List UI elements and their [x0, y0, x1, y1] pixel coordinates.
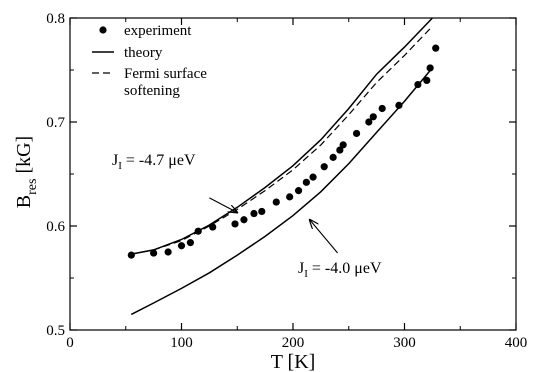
experiment-point: [164, 248, 172, 256]
annotation-j-4-7-prefix: J: [112, 152, 118, 169]
experiment-point: [329, 153, 337, 161]
x-tick-label: 300: [393, 335, 416, 351]
experiment-point: [339, 141, 347, 149]
experiment-point: [272, 198, 280, 206]
annotation-j-4-7-sub: I: [118, 160, 122, 172]
annotation-j-4-0: JI = -4.0 μeV: [298, 260, 382, 280]
theory-line-1: [131, 18, 433, 255]
y-axis-label-unit: [kG]: [13, 136, 35, 179]
experiment-point: [336, 146, 344, 154]
experiment-point: [209, 223, 217, 231]
x-tick-label: 0: [66, 335, 74, 351]
experiment-point: [378, 104, 386, 113]
experiment-point: [426, 64, 434, 72]
annotation-arrow-1: [310, 220, 339, 254]
experiment-point: [240, 216, 248, 224]
y-tick-label: 0.8: [46, 11, 65, 27]
annotation-j-4-0-prefix: J: [298, 260, 304, 277]
legend: experiment theory Fermi surface softenin…: [92, 23, 207, 99]
experiment-point: [177, 242, 186, 250]
legend-marker-experiment: [99, 26, 107, 34]
y-tick-label: 0.6: [46, 219, 65, 235]
experiment-point: [127, 251, 135, 259]
experiment-point: [250, 209, 258, 218]
y-tick-label: 0.7: [46, 115, 65, 131]
experiment-point: [365, 118, 373, 126]
legend-label-fermi-surface: Fermi surface: [124, 66, 207, 82]
x-tick-label: 200: [282, 335, 305, 351]
annotation-arrows: [209, 197, 339, 254]
axis-ticks: 0 100 200 300 400 0.5 0.6 0.7 0.8: [46, 11, 527, 351]
plot-frame: [69, 17, 517, 331]
annotation-arrow-0: [209, 197, 237, 213]
experiment-point: [395, 101, 403, 109]
y-tick-label: 0.5: [46, 323, 65, 339]
experiment-point: [320, 163, 328, 171]
annotation-j-4-7: JI = -4.7 μeV: [112, 152, 196, 172]
experiment-point: [352, 129, 361, 138]
legend-label-experiment: experiment: [124, 23, 192, 39]
series-layer: [127, 18, 440, 316]
experiment-point: [302, 178, 310, 186]
y-axis-label-main: B: [13, 195, 35, 208]
annotation-j-4-7-value: = -4.7 μeV: [122, 152, 196, 169]
experiment-point: [286, 193, 294, 201]
x-tick-label: 400: [505, 335, 528, 351]
legend-label-softening: softening: [124, 83, 180, 99]
x-tick-label: 100: [170, 335, 193, 351]
annotation-j-4-0-sub: I: [304, 268, 308, 280]
experiment-point: [150, 249, 158, 257]
experiment-point: [309, 173, 317, 181]
softening-line-2: [131, 25, 433, 255]
experiment-point: [231, 220, 239, 228]
theory-line-3: [130, 67, 433, 316]
experiment-point: [423, 76, 431, 84]
legend-label-theory: theory: [124, 45, 163, 61]
annotation-j-4-0-value: = -4.0 μeV: [308, 260, 382, 277]
x-axis-label: T [K]: [271, 351, 316, 372]
y-axis-label: Bres [kG]: [13, 136, 40, 208]
experiment-point: [369, 113, 377, 121]
experiment-point: [258, 207, 266, 216]
experiment-point: [432, 44, 440, 52]
y-axis-label-sub: res: [25, 179, 40, 195]
experiment-point: [294, 187, 303, 195]
experiment-point: [186, 239, 195, 247]
